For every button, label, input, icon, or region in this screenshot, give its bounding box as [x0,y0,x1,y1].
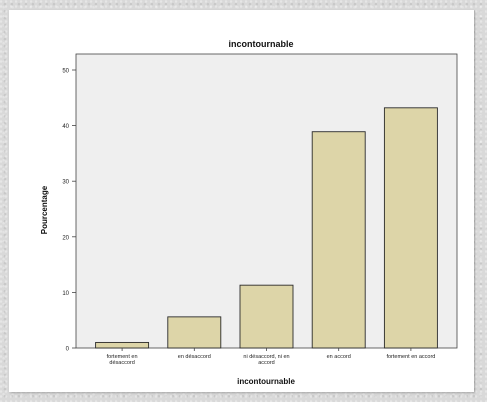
x-tick-label: en désaccord [178,354,211,360]
bar [311,131,366,349]
y-tick-label: 40 [62,124,69,130]
x-tick-label: fortement en accord [386,354,435,360]
bar [167,316,222,349]
x-tick-label: fortement en désaccord [107,354,138,366]
y-tick-label: 50 [62,69,69,75]
bar [239,284,294,349]
y-tick-label: 0 [66,347,70,353]
bars [95,107,438,349]
bar [95,341,150,349]
chart-title: incontournable [229,39,294,49]
y-tick-label: 10 [62,291,69,297]
y-axis: 0 10 20 30 40 50 [62,69,76,353]
y-axis-label: Pourcentage [40,185,49,234]
x-tick-labels: fortement en désaccord en désaccord ni désa… [107,348,435,366]
x-tick-label: en accord [327,354,351,360]
bar [383,107,438,349]
x-tick-label: ni désaccord, ni en accord [243,354,289,366]
x-axis-label: incontournable [237,377,295,386]
y-tick-label: 30 [62,180,69,186]
y-tick-label: 20 [62,235,69,241]
